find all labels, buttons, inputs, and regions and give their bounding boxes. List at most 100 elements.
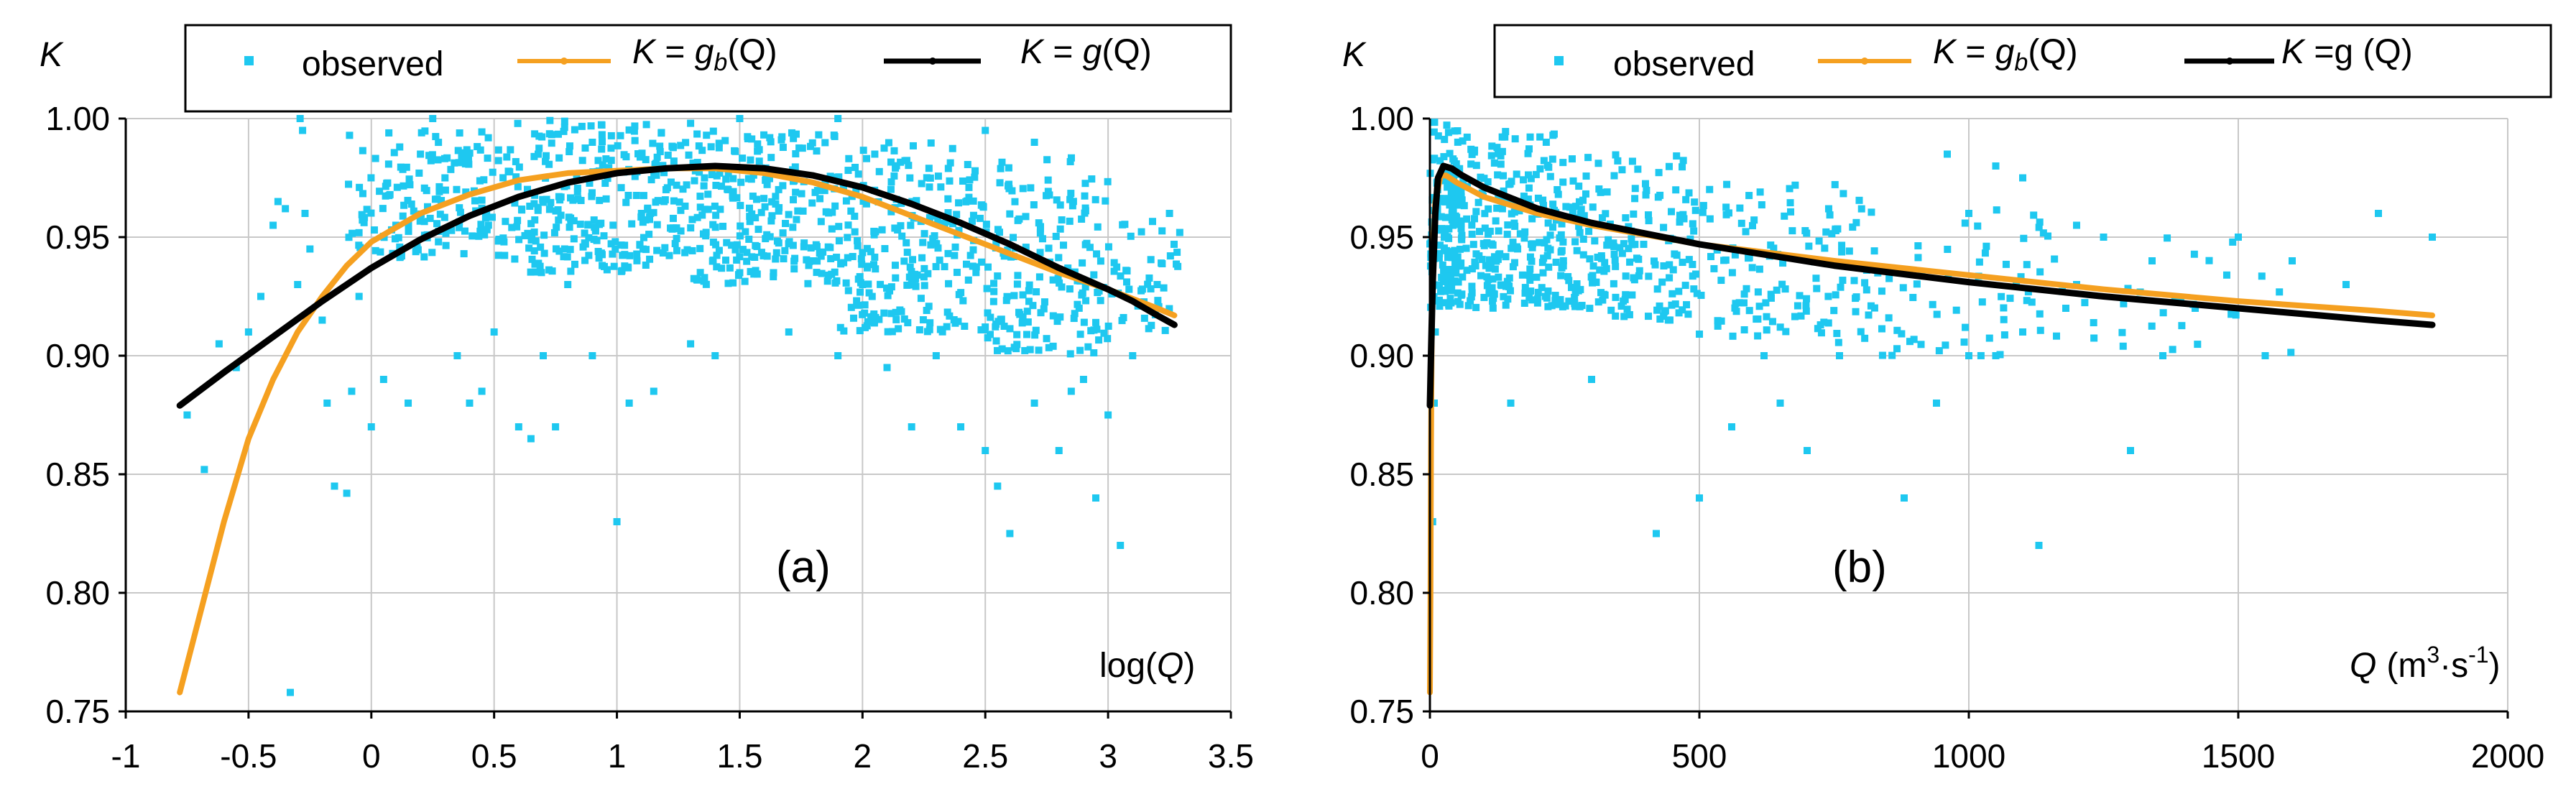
observed-point [1589, 262, 1597, 270]
series-line-g [1426, 162, 2436, 409]
observed-point [650, 387, 657, 395]
observed-point [1862, 286, 1870, 294]
observed-point [752, 241, 760, 249]
observed-point [556, 196, 564, 204]
observed-point [2073, 221, 2080, 229]
observed-point [532, 268, 540, 276]
observed-point [1094, 223, 1102, 231]
observed-point [1066, 157, 1074, 165]
observed-point [301, 210, 309, 217]
observed-point [1090, 271, 1098, 279]
observed-point [595, 254, 603, 262]
observed-point [972, 269, 980, 277]
observed-point [856, 273, 864, 281]
observed-point [813, 269, 821, 277]
observed-point [1477, 272, 1485, 280]
observed-point [1097, 297, 1104, 305]
observed-point [1691, 206, 1699, 214]
observed-point [1909, 293, 1917, 301]
observed-point [932, 263, 940, 271]
observed-point [736, 115, 744, 122]
observed-point [652, 160, 660, 167]
observed-point [932, 352, 940, 359]
observed-point [371, 154, 379, 162]
fit-lines-b [1426, 162, 2436, 696]
observed-point [1781, 285, 1789, 293]
observed-point [1586, 305, 1594, 313]
observed-point [508, 223, 516, 231]
observed-point [296, 115, 304, 122]
x-tick-label: 2000 [2471, 737, 2544, 775]
observed-point [1129, 352, 1137, 359]
observed-point [1505, 180, 1513, 188]
observed-point [1008, 187, 1016, 195]
observed-point [588, 189, 596, 197]
observed-point [903, 249, 911, 257]
observed-point [1626, 258, 1634, 266]
observed-point [2261, 352, 2269, 359]
observed-point [1673, 152, 1681, 160]
observed-point [1025, 287, 1033, 295]
observed-point [438, 197, 446, 205]
observed-point [1577, 206, 1585, 213]
observed-point [1044, 188, 1052, 195]
observed-point [1005, 180, 1013, 188]
observed-point [1564, 273, 1572, 281]
observed-point [1614, 157, 1622, 165]
observed-point [757, 208, 765, 216]
observed-point [1431, 119, 1439, 126]
observed-point [986, 331, 994, 338]
observed-point [854, 242, 862, 250]
observed-point [1612, 293, 1620, 301]
observed-point [868, 292, 876, 300]
observed-point [892, 315, 900, 323]
observed-point [701, 174, 708, 182]
observed-point [441, 186, 449, 194]
observed-point [884, 328, 892, 336]
observed-point [622, 198, 630, 206]
observed-point [545, 160, 553, 168]
observed-point [1750, 216, 1758, 224]
observed-point [1762, 299, 1770, 307]
observed-point [442, 241, 450, 249]
observed-point [1064, 264, 1072, 272]
observed-point [1471, 147, 1479, 154]
observed-point [813, 243, 821, 251]
observed-point [1628, 235, 1635, 243]
observed-point [1546, 231, 1554, 239]
observed-point [484, 134, 492, 142]
observed-point [356, 183, 364, 191]
legend-box-b [1493, 24, 2552, 98]
observed-point [1026, 346, 1034, 354]
chart-panel-a: -1 -0.5 0 0.5 1 1.5 2 2.5 3 3.5 0.750.800.850.900… [40, 24, 1254, 775]
observed-point [1448, 284, 1456, 292]
observed-point [434, 156, 442, 164]
observed-point [824, 243, 832, 251]
observed-point [944, 209, 952, 217]
observed-point [741, 277, 749, 285]
observed-point [371, 246, 379, 254]
observed-point [1118, 317, 1126, 325]
observed-point [1510, 219, 1518, 227]
observed-point [649, 139, 657, 147]
observed-point [719, 222, 727, 230]
observed-point [1594, 298, 1602, 306]
observed-point [867, 248, 874, 256]
observed-point [747, 175, 755, 183]
observed-point [599, 138, 606, 146]
observed-point [1656, 302, 1663, 310]
observed-point [1929, 300, 1936, 308]
observed-point [887, 310, 895, 318]
observed-point [1736, 204, 1744, 212]
observed-point [622, 153, 630, 161]
observed-point [934, 244, 942, 252]
observed-point [588, 139, 596, 146]
observed-point [331, 482, 338, 490]
observed-point [1441, 177, 1449, 185]
observed-point [359, 190, 366, 198]
observed-point [1802, 302, 1810, 310]
observed-point [900, 257, 908, 265]
observed-point [1445, 300, 1453, 308]
observed-point [688, 216, 696, 223]
observed-point [1121, 221, 1129, 229]
